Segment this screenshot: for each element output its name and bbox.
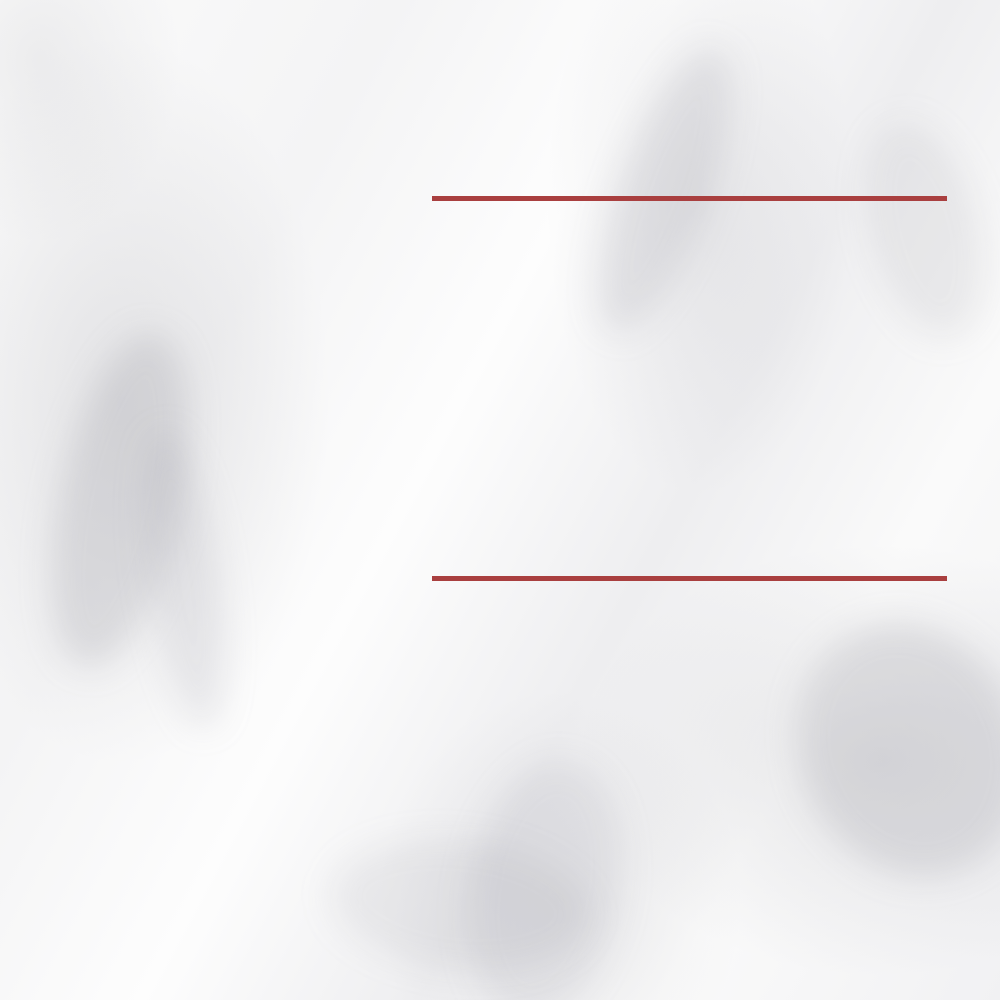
table-header-row [432,136,947,172]
table-body [432,590,947,754]
table-header-row [432,516,947,552]
background-texture-streak [129,426,241,734]
table-divider-rule [432,196,947,201]
table-row [432,210,947,251]
table-row [432,672,947,713]
table-row [432,631,947,672]
table-row [432,292,947,333]
table-row [432,590,947,631]
background-texture-streak [323,826,597,984]
table-row [432,251,947,292]
table-divider-rule [432,576,947,581]
table-body [432,210,947,333]
size-table-baby-onesie [432,516,947,754]
table-row [432,713,947,754]
background-texture-streak [448,748,642,1000]
size-table-baby-tshirts [432,136,947,333]
background-texture-streak [25,321,215,679]
